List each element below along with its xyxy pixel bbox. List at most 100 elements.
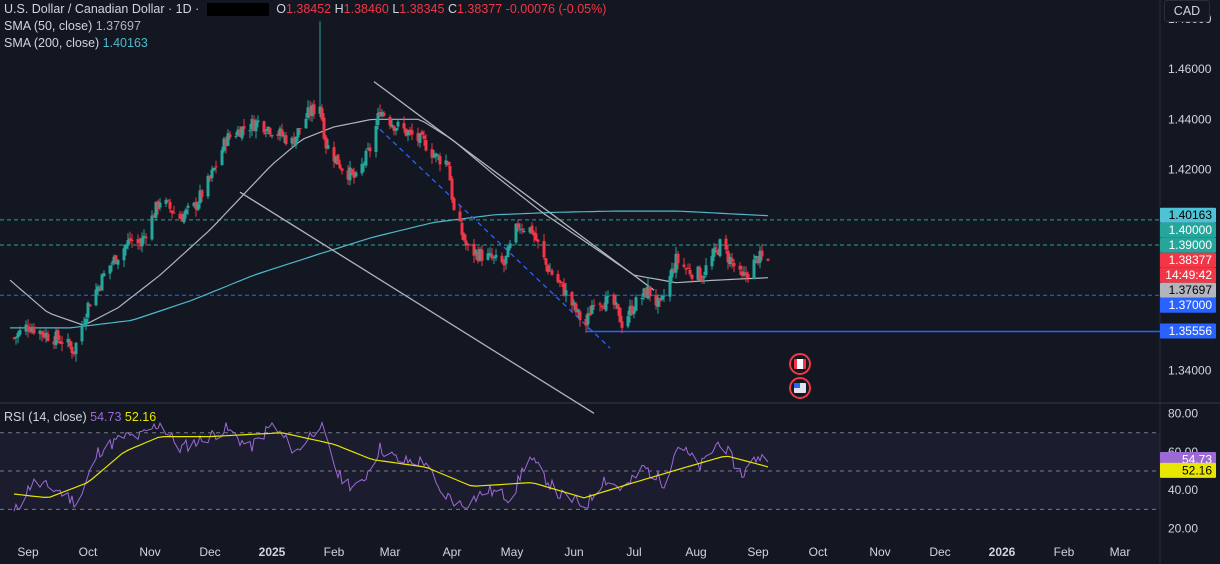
candle-body <box>168 201 172 209</box>
candle-body <box>66 339 70 343</box>
rsi-tick-label: 80.00 <box>1168 407 1198 421</box>
sma200-layer <box>10 210 769 329</box>
rsi-legend[interactable]: RSI (14, close) 54.73 52.16 <box>4 410 156 424</box>
candle-body <box>556 274 560 283</box>
candle-body <box>656 297 660 307</box>
candle-body <box>462 233 466 241</box>
candle-body <box>642 288 646 297</box>
candle-body <box>404 128 408 136</box>
candle-body <box>452 198 456 210</box>
candle-body <box>394 128 398 131</box>
candle-body <box>262 121 266 133</box>
candle-body <box>382 112 386 116</box>
horizontal-levels <box>0 219 1160 333</box>
candle-body <box>16 332 20 338</box>
candle-body <box>474 250 478 255</box>
redacted-block <box>206 3 269 17</box>
symbol-legend: U.S. Dollar / Canadian Dollar · 1D · O1.… <box>4 2 607 17</box>
low-value: 1.38345 <box>399 2 445 16</box>
candle-body <box>312 104 316 115</box>
currency-button[interactable]: CAD <box>1164 0 1210 22</box>
candle-body <box>572 302 576 305</box>
price-tag-label-5: 1.37697 <box>1169 283 1213 297</box>
candle-body <box>446 161 450 166</box>
time-tick-label: Apr <box>443 545 462 559</box>
candle-body <box>224 139 228 147</box>
candle-body <box>158 202 162 208</box>
candle-body <box>444 160 448 165</box>
candle-body <box>18 330 22 335</box>
time-tick-label: Jul <box>626 545 641 559</box>
price-tag-label-0: 1.40163 <box>1169 208 1213 222</box>
sma200-legend[interactable]: SMA (200, close) 1.40163 <box>4 36 148 50</box>
candle-body <box>536 239 540 242</box>
time-tick-label: Aug <box>685 545 706 559</box>
candle-body <box>14 336 18 339</box>
candle-body <box>618 307 622 323</box>
candle-body <box>688 269 692 275</box>
candle-body <box>598 303 602 305</box>
change-value: -0.00076 (-0.05%) <box>505 2 607 16</box>
candle-body <box>194 201 198 210</box>
candle-body <box>704 265 708 276</box>
candle-body <box>354 172 358 177</box>
candle-body <box>214 166 218 168</box>
trendline-0 <box>373 81 655 291</box>
candle-body <box>500 255 504 263</box>
candle-body <box>128 238 132 241</box>
candle-body <box>178 213 182 219</box>
candle-body <box>340 168 344 171</box>
high-value: 1.38460 <box>343 2 389 16</box>
candle-body <box>198 190 202 204</box>
candle-body <box>588 313 592 316</box>
time-tick-label: Oct <box>809 545 828 559</box>
candle-body <box>628 306 632 316</box>
candle-body <box>476 250 480 261</box>
candle-body <box>130 239 134 241</box>
candle-body <box>620 321 624 328</box>
candle-body <box>24 324 28 332</box>
candle-body <box>94 289 98 306</box>
candle-body <box>376 113 380 126</box>
rsi-tick-label: 20.00 <box>1168 522 1198 536</box>
rsi-tag-bg-1 <box>1160 462 1216 478</box>
candle-body <box>516 223 520 229</box>
candle-body <box>332 147 336 162</box>
price-tick-label: 1.46000 <box>1168 62 1212 76</box>
interval-label[interactable]: 1D <box>175 2 192 16</box>
candle-body <box>364 150 368 166</box>
candle-body <box>488 253 492 255</box>
time-tick-label: Feb <box>324 545 345 559</box>
candle-body <box>318 106 322 114</box>
candle-body <box>660 295 664 300</box>
candle-body <box>254 120 258 132</box>
candle-body <box>256 120 260 123</box>
candle-body <box>26 326 30 331</box>
candle-body <box>696 266 700 280</box>
candle-body <box>458 211 462 222</box>
candle-body <box>672 268 676 272</box>
time-tick-label: Sep <box>747 545 769 559</box>
candle-body <box>396 121 400 127</box>
candle-body <box>542 240 546 258</box>
candle-body <box>604 296 608 311</box>
candle-body <box>718 239 722 257</box>
sma50-legend[interactable]: SMA (50, close) 1.37697 <box>4 19 141 33</box>
candle-body <box>52 341 56 345</box>
candle-body <box>520 228 524 231</box>
candle-body <box>250 119 254 130</box>
candle-body <box>298 128 302 130</box>
candle-body <box>616 304 620 309</box>
symbol-title[interactable]: U.S. Dollar / Canadian Dollar <box>4 2 165 16</box>
candle-body <box>38 330 42 334</box>
candle-body <box>422 135 426 139</box>
candle-body <box>724 238 728 250</box>
price-tag-bg-3 <box>1160 252 1216 268</box>
candle-body <box>126 240 130 245</box>
time-tick-label: May <box>501 545 524 559</box>
candle-body <box>392 125 396 131</box>
candle-body <box>732 262 736 267</box>
candle-body <box>334 156 338 164</box>
